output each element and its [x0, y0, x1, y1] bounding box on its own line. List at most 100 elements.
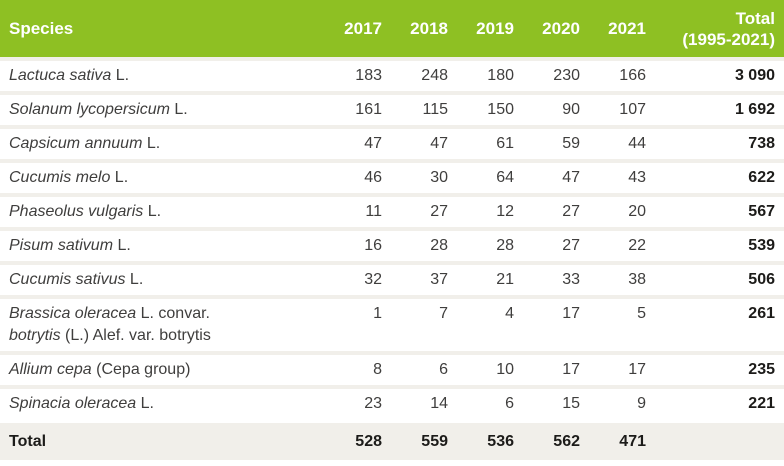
year-value-cell: 180 [464, 57, 530, 93]
species-name-authority: L. [142, 135, 161, 152]
row-total-cell: 261 [662, 295, 784, 353]
year-value-cell: 59 [530, 125, 596, 161]
total-2018-cell: 559 [398, 419, 464, 460]
table-row: Cucumis sativus L. 32 37 21 33 38 506 [0, 261, 784, 297]
header-year-2017: 2017 [332, 0, 398, 59]
table-row: Phaseolus vulgaris L. 11 27 12 27 20 567 [0, 193, 784, 229]
total-row-label: Total [0, 419, 332, 460]
year-value-cell: 150 [464, 91, 530, 127]
year-value-cell: 166 [596, 57, 662, 93]
row-total-cell: 221 [662, 385, 784, 421]
row-total-cell: 1 692 [662, 91, 784, 127]
species-name-latin: Cucumis sativus [9, 271, 126, 288]
year-value-cell: 6 [464, 385, 530, 421]
species-name-authority: L. [125, 271, 144, 288]
year-value-cell: 46 [332, 159, 398, 195]
year-value-cell: 23 [332, 385, 398, 421]
species-name-latin: Pisum sativum [9, 237, 114, 254]
table-row: Lactuca sativa L. 183 248 180 230 166 3 090 [0, 57, 784, 93]
species-cell: Phaseolus vulgaris L. [0, 193, 332, 229]
year-value-cell: 43 [596, 159, 662, 195]
species-cell: Cucumis melo L. [0, 159, 332, 195]
year-value-cell: 7 [398, 295, 464, 353]
table-row: Allium cepa (Cepa group) 8 6 10 17 17 235 [0, 351, 784, 387]
year-value-cell: 30 [398, 159, 464, 195]
year-value-cell: 1 [332, 295, 398, 353]
species-name-latin: botrytis [9, 327, 61, 344]
species-name-latin: Capsicum annuum [9, 135, 143, 152]
species-name-authority: L. [143, 203, 162, 220]
species-cell: Spinacia oleracea L. [0, 385, 332, 421]
species-name-latin: Solanum lycopersicum [9, 101, 170, 118]
species-cell: Solanum lycopersicum L. [0, 91, 332, 127]
table-row: Cucumis melo L. 46 30 64 47 43 622 [0, 159, 784, 195]
total-2017-cell: 528 [332, 419, 398, 460]
species-name-authority: L. convar. [136, 305, 210, 322]
table-row: Brassica oleracea L. convar. botrytis (L.… [0, 295, 784, 353]
species-cell: Capsicum annuum L. [0, 125, 332, 161]
year-value-cell: 27 [530, 227, 596, 263]
year-value-cell: 14 [398, 385, 464, 421]
year-value-cell: 115 [398, 91, 464, 127]
species-cell: Brassica oleracea L. convar. botrytis (L.… [0, 295, 332, 353]
year-value-cell: 10 [464, 351, 530, 387]
species-name-authority: L. [110, 169, 129, 186]
species-name-authority: (Cepa group) [91, 361, 191, 378]
total-2019-cell: 536 [464, 419, 530, 460]
year-value-cell: 107 [596, 91, 662, 127]
header-year-2021: 2021 [596, 0, 662, 59]
year-value-cell: 20 [596, 193, 662, 229]
table-row: Capsicum annuum L. 47 47 61 59 44 738 [0, 125, 784, 161]
year-value-cell: 161 [332, 91, 398, 127]
header-year-2020: 2020 [530, 0, 596, 59]
table-row: Solanum lycopersicum L. 161 115 150 90 107 1 6… [0, 91, 784, 127]
header-year-2018: 2018 [398, 0, 464, 59]
header-total: Total (1995-2021) [662, 0, 784, 59]
row-total-cell: 738 [662, 125, 784, 161]
total-2021-cell: 471 [596, 419, 662, 460]
species-name-authority: L. [169, 101, 188, 118]
total-2020-cell: 562 [530, 419, 596, 460]
year-value-cell: 16 [332, 227, 398, 263]
species-name-authority: L. [136, 395, 154, 412]
header-species: Species [0, 0, 332, 59]
year-value-cell: 22 [596, 227, 662, 263]
row-total-cell: 539 [662, 227, 784, 263]
year-value-cell: 61 [464, 125, 530, 161]
year-value-cell: 5 [596, 295, 662, 353]
species-name-latin: Spinacia oleracea [9, 395, 137, 412]
row-total-cell: 506 [662, 261, 784, 297]
species-name-authority: L. [111, 67, 130, 84]
row-total-cell: 567 [662, 193, 784, 229]
year-value-cell: 37 [398, 261, 464, 297]
year-value-cell: 90 [530, 91, 596, 127]
year-value-cell: 38 [596, 261, 662, 297]
year-value-cell: 28 [398, 227, 464, 263]
year-value-cell: 6 [398, 351, 464, 387]
header-row: Species 2017 2018 2019 2020 2021 Total (… [0, 0, 784, 59]
year-value-cell: 4 [464, 295, 530, 353]
year-value-cell: 33 [530, 261, 596, 297]
year-value-cell: 12 [464, 193, 530, 229]
header-total-line2: (1995-2021) [682, 29, 775, 49]
species-name-latin: Cucumis melo [9, 169, 111, 186]
year-value-cell: 47 [332, 125, 398, 161]
species-name-latin: Phaseolus vulgaris [9, 203, 144, 220]
row-total-cell: 3 090 [662, 57, 784, 93]
table-row: Pisum sativum L. 16 28 28 27 22 539 [0, 227, 784, 263]
year-value-cell: 27 [398, 193, 464, 229]
year-value-cell: 8 [332, 351, 398, 387]
year-value-cell: 17 [530, 295, 596, 353]
species-cell: Lactuca sativa L. [0, 57, 332, 93]
year-value-cell: 32 [332, 261, 398, 297]
year-value-cell: 44 [596, 125, 662, 161]
header-total-line1: Total [735, 8, 775, 28]
row-total-cell: 235 [662, 351, 784, 387]
year-value-cell: 64 [464, 159, 530, 195]
year-value-cell: 21 [464, 261, 530, 297]
species-cell: Cucumis sativus L. [0, 261, 332, 297]
row-total-cell: 622 [662, 159, 784, 195]
species-name-authority: (L.) Alef. var. botrytis [60, 327, 211, 344]
